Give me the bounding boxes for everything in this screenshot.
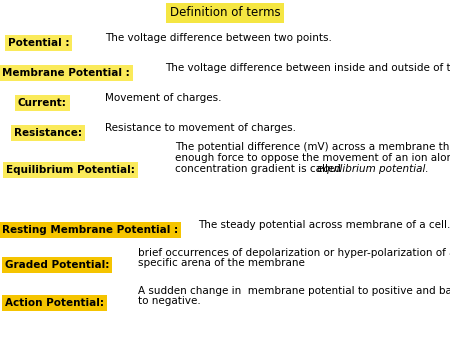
Text: The steady potential across membrane of a cell.: The steady potential across membrane of …	[198, 220, 450, 230]
Text: Resistance:: Resistance:	[14, 128, 82, 138]
Text: The voltage difference between two points.: The voltage difference between two point…	[105, 33, 332, 43]
Text: Movement of charges.: Movement of charges.	[105, 93, 221, 103]
Text: Current:: Current:	[18, 98, 67, 108]
Text: equilibrium potential.: equilibrium potential.	[317, 164, 428, 174]
Text: Membrane Potential :: Membrane Potential :	[2, 68, 130, 78]
Text: A sudden change in  membrane potential to positive and back: A sudden change in membrane potential to…	[138, 286, 450, 295]
Text: Action Potential:: Action Potential:	[5, 298, 104, 308]
Text: Graded Potential:: Graded Potential:	[5, 260, 109, 270]
Text: to negative.: to negative.	[138, 296, 201, 307]
Text: Resting Membrane Potential :: Resting Membrane Potential :	[2, 225, 178, 235]
Text: enough force to oppose the movement of an ion along its: enough force to oppose the movement of a…	[175, 153, 450, 163]
Text: Definition of terms: Definition of terms	[170, 6, 280, 20]
Text: The potential difference (mV) across a membrane that produces: The potential difference (mV) across a m…	[175, 142, 450, 152]
Text: Potential :: Potential :	[8, 38, 69, 48]
Text: The voltage difference between inside and outside of the cell.: The voltage difference between inside an…	[165, 63, 450, 73]
Text: brief occurrences of depolarization or hyper-polarization of a: brief occurrences of depolarization or h…	[138, 247, 450, 258]
Text: Equilibrium Potential:: Equilibrium Potential:	[6, 165, 135, 175]
Text: specific arena of the membrane: specific arena of the membrane	[138, 259, 305, 268]
Text: Resistance to movement of charges.: Resistance to movement of charges.	[105, 123, 296, 133]
Text: concentration gradient is called: concentration gradient is called	[175, 164, 344, 174]
